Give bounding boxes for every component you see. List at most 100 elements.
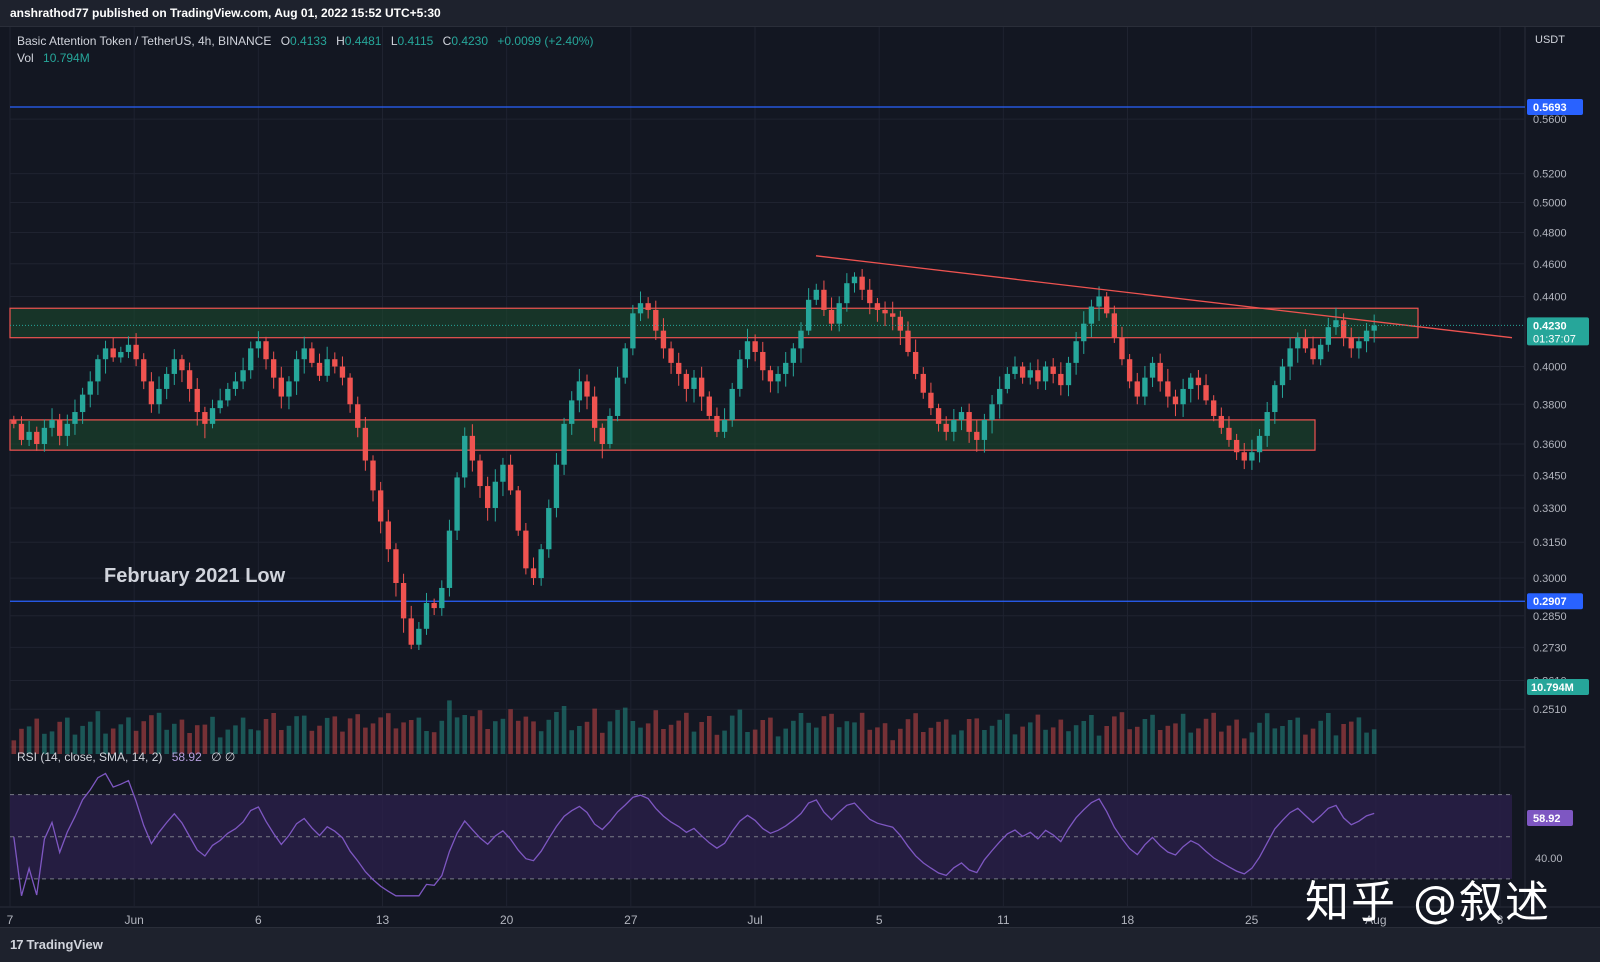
candle-body <box>591 396 598 428</box>
volume-bar <box>340 731 345 754</box>
candle-body <box>286 381 292 397</box>
rsi-extra: ∅ ∅ <box>211 750 236 764</box>
volume-bar <box>1226 725 1232 754</box>
volume-bar <box>1066 731 1071 754</box>
volume-bar <box>493 721 498 754</box>
volume-bar <box>997 719 1002 754</box>
time-tick-label: 6 <box>255 913 262 927</box>
candle-body <box>324 359 330 376</box>
footer-bar: 17 TradingView <box>0 927 1600 962</box>
volume-bar <box>156 712 162 754</box>
volume-bar <box>324 717 330 754</box>
volume-bar <box>592 708 597 754</box>
volume-bar <box>982 730 987 754</box>
candle-body <box>1302 337 1309 349</box>
volume-bar <box>768 717 773 754</box>
volume-bar <box>1333 735 1339 754</box>
volume-bar <box>1364 732 1369 754</box>
support-resistance-zone <box>9 307 1419 339</box>
volume-bar <box>577 726 582 754</box>
candle-body <box>278 377 284 397</box>
volume-bar <box>80 725 85 754</box>
candle-body <box>156 388 162 405</box>
candle-body <box>125 344 132 352</box>
price-tick-label: 0.4600 <box>1533 259 1567 271</box>
volume-bar <box>1043 729 1048 754</box>
candle-body <box>912 351 919 374</box>
price-tick-label: 0.4800 <box>1533 227 1567 239</box>
price-tick-label: 0.4000 <box>1533 362 1567 374</box>
candle-body <box>1195 377 1202 386</box>
candle-body <box>584 381 590 397</box>
tradingview-logo[interactable]: 17 TradingView <box>10 937 103 952</box>
candle-body <box>1348 337 1354 349</box>
candle-body <box>546 507 552 550</box>
volume-bar <box>775 736 781 754</box>
open-label: O <box>280 34 291 48</box>
candle-body <box>1157 362 1163 382</box>
volume-bar <box>363 727 368 754</box>
volume-bar <box>844 721 850 754</box>
volume-bar <box>263 719 269 754</box>
volume-bar <box>470 716 475 754</box>
candle-body <box>698 377 705 397</box>
volume-bar <box>1326 713 1331 754</box>
currency-label: USDT <box>1535 34 1565 46</box>
volume-bar <box>653 710 659 754</box>
volume-bar <box>920 732 926 754</box>
candle-body <box>484 486 491 508</box>
candle-body <box>1180 388 1186 405</box>
volume-bar <box>1157 730 1163 754</box>
candle-body <box>569 400 575 424</box>
volume-bar <box>217 737 223 754</box>
volume-bar <box>355 714 361 754</box>
candle-body <box>805 299 812 331</box>
candle-body <box>538 549 544 579</box>
candle-body <box>790 348 797 363</box>
volume-bar <box>966 719 972 754</box>
vol-label[interactable]: Vol <box>17 51 34 65</box>
candle-body <box>18 423 25 440</box>
candle-body <box>653 309 659 331</box>
volume-bar <box>1104 726 1109 754</box>
volume-bar <box>401 722 406 754</box>
volume-bar <box>370 723 376 754</box>
candle-body <box>217 400 223 409</box>
rsi-line <box>13 772 1375 897</box>
volume-bar <box>424 731 429 754</box>
volume-bar <box>661 729 666 754</box>
volume-bar <box>951 734 957 754</box>
candle-body <box>943 423 949 432</box>
candle-body <box>599 427 605 445</box>
symbol-name[interactable]: Basic Attention Token / TetherUS, 4h, BI… <box>17 34 272 48</box>
volume-bar <box>240 717 246 754</box>
volume-bar <box>294 716 299 754</box>
high-label: H <box>336 34 345 48</box>
volume-bar <box>989 725 995 754</box>
candle-body <box>72 412 78 424</box>
candle-body <box>163 373 170 389</box>
volume-bar <box>943 719 949 754</box>
volume-badge-label: 10.794M <box>1531 682 1574 694</box>
candle-body <box>1165 381 1171 397</box>
candle-body <box>1149 362 1156 378</box>
volume-bar <box>584 721 590 754</box>
volume-bar <box>615 710 620 754</box>
rsi-legend[interactable]: RSI (14, close, SMA, 14, 2) 58.92 ∅ ∅ <box>17 750 235 764</box>
candle-body <box>118 351 124 358</box>
chart-area[interactable]: 0.5600 0.5200 0.5000 0.4800 0.4600 0.4400 0.40… <box>0 27 1600 927</box>
last-price-countdown: 01:37:07 <box>1533 333 1576 345</box>
candle-body <box>293 359 300 382</box>
candle-body <box>316 362 323 376</box>
volume-bar <box>622 707 628 754</box>
tradingview-logo-icon: 17 <box>10 937 24 952</box>
price-tick-label: 0.3800 <box>1533 399 1567 411</box>
volume-bar <box>676 720 682 754</box>
volume-bar <box>714 734 720 754</box>
candle-body <box>897 316 904 331</box>
candle-body <box>347 377 353 405</box>
candle-body <box>248 348 254 371</box>
candle-body <box>1096 296 1102 307</box>
candle-body <box>515 490 521 531</box>
volume-bar <box>829 713 834 754</box>
